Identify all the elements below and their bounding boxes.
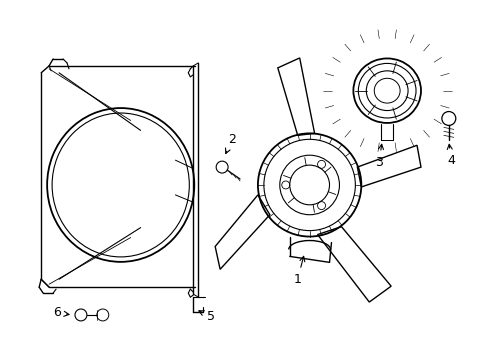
Text: 3: 3 <box>374 144 383 168</box>
Text: 5: 5 <box>199 310 215 323</box>
Text: 2: 2 <box>225 133 236 153</box>
Text: 4: 4 <box>446 144 454 167</box>
Text: 6: 6 <box>53 306 69 319</box>
Text: 1: 1 <box>293 256 304 286</box>
